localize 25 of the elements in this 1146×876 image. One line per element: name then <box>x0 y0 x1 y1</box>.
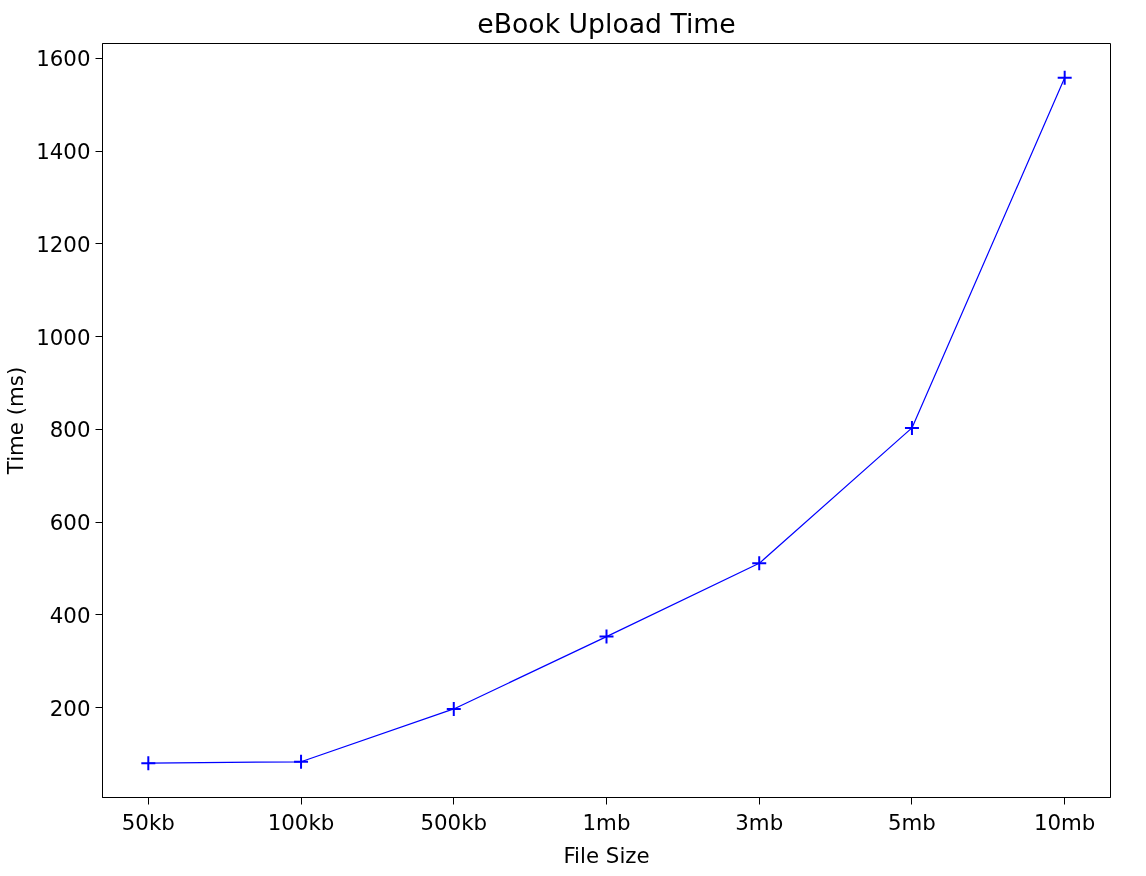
chart-title: eBook Upload Time <box>477 7 736 39</box>
point <box>140 755 157 772</box>
x-tick-label: 10mb <box>1033 809 1096 835</box>
x-tick-label: 100kb <box>267 809 335 835</box>
y-tick-label: 600 <box>49 510 91 536</box>
y-tick-label: 800 <box>49 417 91 443</box>
y-tick-label: 1400 <box>36 139 91 165</box>
point <box>445 700 462 717</box>
point <box>293 753 310 770</box>
x-tick-label: 1mb <box>582 809 631 835</box>
y-tick-label: 400 <box>49 602 91 628</box>
y-tick-label: 1600 <box>36 46 91 72</box>
point <box>598 628 615 645</box>
y-axis-title: Time (ms) <box>3 366 29 476</box>
point <box>1056 69 1073 86</box>
point <box>903 419 920 436</box>
x-tick-label: 500kb <box>420 809 488 835</box>
x-tick-label: 50kb <box>121 809 175 835</box>
x-tick-label: 5mb <box>888 809 936 835</box>
y-tick-label: 1200 <box>36 231 91 257</box>
x-axis-title: File Size <box>563 842 650 868</box>
y-tick-label: 1000 <box>36 324 91 350</box>
y-tick-label: 200 <box>49 695 91 721</box>
x-tick-label: 3mb <box>735 809 784 835</box>
point <box>751 555 768 572</box>
